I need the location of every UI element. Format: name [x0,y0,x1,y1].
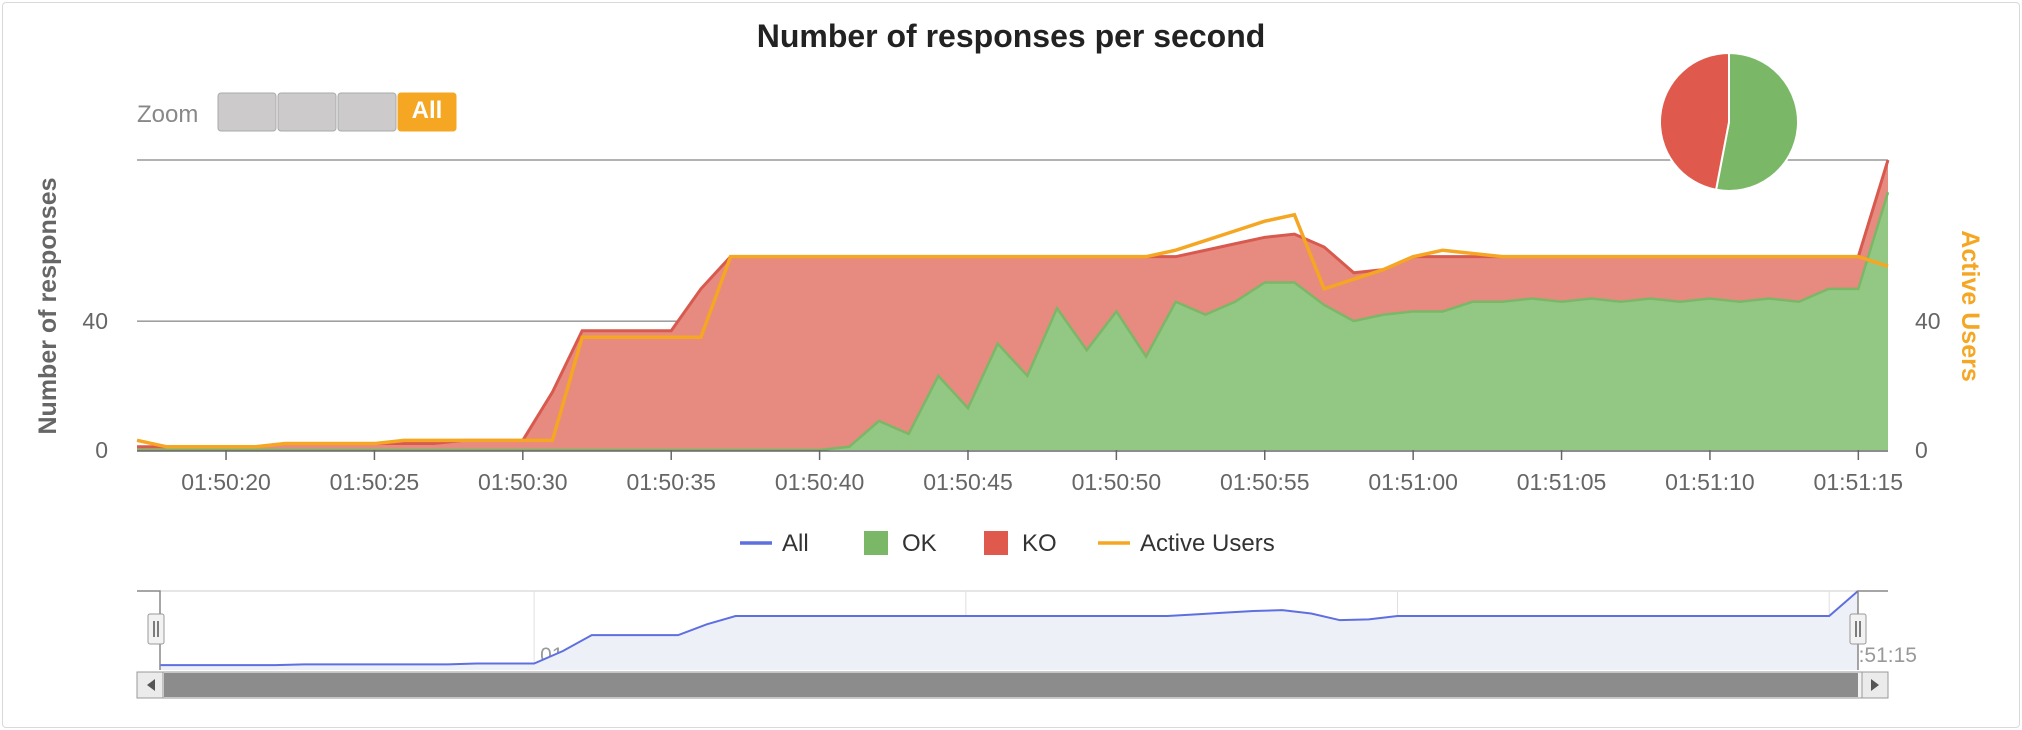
legend-item-all[interactable]: All [740,530,809,557]
area-ok [137,192,1888,450]
x-tick-label: 01:50:40 [775,469,865,495]
zoom-button-bg [217,92,277,132]
legend-label: KO [1022,530,1057,557]
x-tick-label: 01:50:45 [923,469,1013,495]
line-active-users [136,212,1889,449]
line-ok [137,191,1890,452]
zoom-button-bg [277,92,337,132]
legend-item-ok[interactable]: OK [864,530,937,557]
y2-tick-label: 40 [1915,308,1941,334]
y-tick-label: 0 [95,437,108,463]
legend-item-ko[interactable]: KO [984,530,1057,557]
x-tick-label: 01:50:20 [181,469,271,495]
legend-label: All [782,530,809,557]
zoom-buttons: All [217,92,457,132]
y2-tick-label: 0 [1915,437,1928,463]
pie-slice-ok [1714,51,1799,192]
zoom-button-2[interactable] [277,92,337,132]
x-tick-label: 01:51:15 [1814,469,1904,495]
x-tick-label: 01:51:05 [1517,469,1607,495]
legend-symbol-square [864,531,888,555]
x-tick-label: 01:50:50 [1072,469,1162,495]
legend-label: Active Users [1140,530,1275,557]
chart-title: Number of responses per second [757,18,1266,54]
zoom-button-1[interactable] [217,92,277,132]
handle-body [1849,613,1867,645]
handle-body [147,613,165,645]
zoom-button-label: All [412,97,443,124]
legend-symbol-square [984,531,1008,555]
navigator-handle-right[interactable] [1849,613,1867,645]
y2-axis-title: Active Users [1956,230,1984,381]
zoom-button-bg [397,92,457,132]
zoom-button-all[interactable]: All [397,92,457,132]
area-ko [137,160,1888,450]
navigator-line-all [160,590,1859,667]
zoom-button-bg [337,92,397,132]
x-tick-label: 01:51:00 [1368,469,1458,495]
y-axis-right: 0 40 [1915,308,1941,463]
legend: All OK KO Active Users [740,530,1275,557]
y-axis-left: 0 40 [82,308,108,463]
pie-slice-ko [1658,51,1730,191]
zoom-label: Zoom [137,101,198,128]
navigator-handle-left[interactable] [147,613,165,645]
navigator-area-all [160,591,1858,670]
navigator-scrollbar[interactable] [136,671,1889,699]
x-tick-label: 01:50:55 [1220,469,1310,495]
pie-chart [1658,51,1799,192]
x-tick-label: 01:50:35 [626,469,716,495]
plot-areas [136,159,1890,452]
zoom-button-3[interactable] [337,92,397,132]
legend-item-active-users[interactable]: Active Users [1098,530,1275,557]
x-axis: 01:50:20 01:50:25 01:50:30 01:50:35 01:50:40… [137,450,1903,495]
legend-label: OK [902,530,937,557]
x-tick-label: 01:50:30 [478,469,568,495]
x-tick-label: 01:51:10 [1665,469,1755,495]
scrollbar-left-arrow-icon [147,679,155,691]
scrollbar-thumb[interactable] [164,673,1858,697]
y-axis-title: Number of responses [34,177,62,434]
scrollbar-right-arrow-icon [1871,679,1879,691]
x-tick-label: 01:50:25 [330,469,420,495]
y-tick-label: 40 [82,308,108,334]
